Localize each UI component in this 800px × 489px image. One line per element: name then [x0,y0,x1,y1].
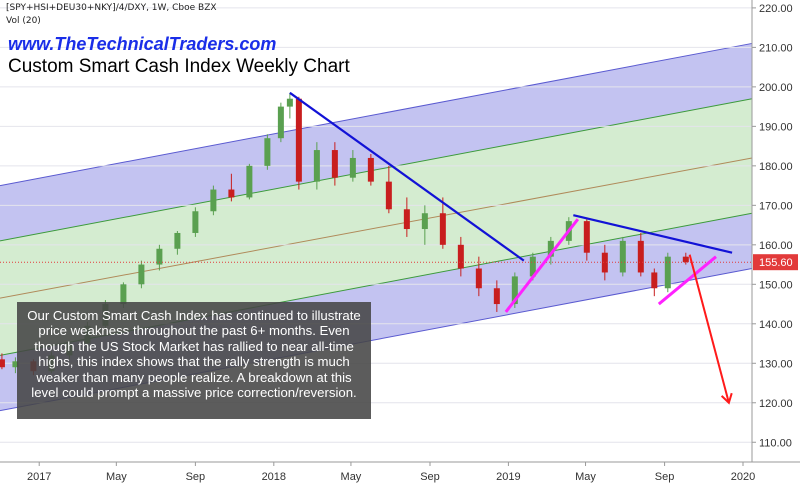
candle-body [439,213,446,245]
support-trendline [657,255,717,306]
y-tick-label: 120.00 [759,398,793,410]
candle-body [421,213,428,230]
candle-body [246,165,253,198]
candle-body [385,181,392,210]
y-tick-label: 200.00 [759,82,793,94]
candle-body [0,359,5,368]
candle-body [511,276,518,305]
channel-upper-inner-line [0,98,753,242]
y-tick-label: 170.00 [759,200,793,212]
candle-body [228,189,235,198]
y-tick-label: 130.00 [759,358,793,370]
resistance-trendline [289,91,525,262]
x-tick-label: Sep [655,471,675,483]
candle-body [138,264,145,285]
x-tick-label: May [575,471,596,483]
channel-inner-band [0,98,752,356]
x-tick-label: 2017 [27,471,51,483]
trendlines [0,91,752,405]
candle-body [664,256,671,289]
candle-body [264,138,271,166]
candle-body [331,150,338,178]
last-price-label: 155.60 [759,257,793,269]
candle-body [120,284,127,305]
candle-body [651,272,658,289]
candle-body [313,150,320,182]
y-tick-label: 150.00 [759,279,793,291]
candle-body [493,288,500,305]
channel-upper-line [0,42,753,187]
candle-body [547,240,554,257]
x-tick-label: 2019 [496,471,520,483]
x-tick-label: May [106,471,127,483]
y-tick-label: 180.00 [759,161,793,173]
candle-body [457,244,464,269]
price-axis-area [752,0,800,489]
candle-body [403,209,410,230]
y-tick-label: 160.00 [759,240,793,252]
x-tick-label: Sep [420,471,440,483]
candle-body [286,98,293,107]
candle-body [156,248,163,265]
projection-arrowhead [720,392,733,405]
price-gridlines [0,7,752,443]
candle-body [367,157,374,182]
channel-upper-band [0,43,752,241]
website-watermark: www.TheTechnicalTraders.com [8,34,277,54]
support-trendline [504,218,580,313]
candle-body [174,232,181,249]
y-tick-label: 140.00 [759,319,793,331]
y-tick-label: 190.00 [759,121,793,133]
candle-body [619,240,626,273]
resistance-trendline [573,214,733,254]
candle-body [637,240,644,273]
x-tick-label: 2018 [262,471,286,483]
symbol-label: [SPY+HSI+DEU30+NKY]/4/DXY, 1W, Cboe BZX [6,3,217,13]
candle-body [12,361,19,368]
candle-body [192,211,199,233]
candle-body [601,252,608,273]
projection-arrow [688,254,730,404]
x-tick-label: May [341,471,362,483]
y-tick-label: 210.00 [759,42,793,54]
y-tick-label: 110.00 [759,437,792,449]
time-axis-area [0,462,800,489]
last-price-tag [753,254,798,271]
candle-body [682,256,689,263]
candle-body [210,189,217,212]
candle-body [583,221,590,253]
candle-body [349,157,356,178]
candle-body [295,98,302,182]
candle-body [277,106,284,139]
x-tick-label: Sep [186,471,206,483]
volume-label: Vol (20) [6,16,41,26]
candle-body [529,256,536,277]
chart-title: Custom Smart Cash Index Weekly Chart [4,55,354,79]
candle-body [475,268,482,289]
x-tick-label: 2020 [731,471,755,483]
annotation-box: Our Custom Smart Cash Index has continue… [17,302,371,419]
channel-center-line [0,157,753,299]
y-tick-label: 220.00 [759,3,793,15]
